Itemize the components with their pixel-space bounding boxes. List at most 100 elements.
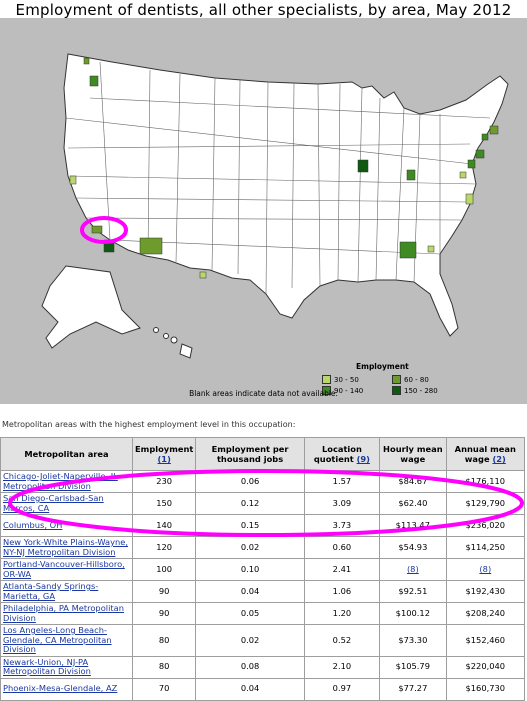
cell-annual-wage: $236,020: [445, 514, 526, 537]
footnote-link-9[interactable]: (9): [356, 454, 370, 464]
legend-title: Employment: [356, 362, 409, 371]
metro-new-york: [475, 149, 485, 159]
legend-item: 60 - 80: [392, 375, 429, 384]
legend-label: 90 - 140: [334, 386, 364, 395]
table-row: Atlanta-Sandy Springs-Marietta, GA 90 0.04…: [0, 580, 526, 603]
cell-employment: 90: [131, 602, 197, 625]
table-row: Philadelphia, PA Metropolitan Division 90…: [0, 602, 526, 625]
cell-annual-wage[interactable]: (8): [445, 558, 526, 581]
cell-hourly-wage: $105.79: [379, 655, 447, 679]
cell-annual-wage: $160,730: [445, 677, 526, 701]
legend-item: 90 - 140: [322, 386, 363, 395]
map-panel: Employment 30 - 50 60 - 80 90 - 140 150 …: [0, 18, 527, 404]
cell-hourly-wage: $77.27: [379, 677, 447, 701]
metro-seattle: [83, 57, 90, 65]
table-row: Chicago-Joliet-Naperville, IL Metropolit…: [0, 470, 526, 493]
cell-location-quotient: 3.09: [303, 492, 381, 515]
cell-per-thousand: 0.04: [195, 677, 305, 701]
cell-metropolitan-area[interactable]: Philadelphia, PA Metropolitan Division: [0, 602, 133, 625]
cell-hourly-wage: $73.30: [379, 624, 447, 657]
table-row: Newark-Union, NJ-PA Metropolitan Divisio…: [0, 655, 526, 679]
cell-employment: 100: [131, 558, 197, 581]
cell-metropolitan-area[interactable]: Phoenix-Mesa-Glendale, AZ: [0, 677, 133, 701]
cell-annual-wage: $114,250: [445, 536, 526, 559]
us-map: [41, 53, 509, 359]
metro-el-paso: [199, 271, 207, 279]
legend-label: 60 - 80: [404, 375, 429, 384]
cell-per-thousand: 0.02: [195, 624, 305, 657]
header-annual-wage: Annual mean wage (2): [445, 437, 526, 471]
cell-hourly-wage: $92.51: [379, 580, 447, 603]
metro-chicago: [357, 159, 369, 173]
metro-norfolk: [465, 193, 474, 205]
legend-swatch: [322, 375, 331, 384]
header-employment: Employment (1): [131, 437, 197, 471]
header-metropolitan-area: Metropolitan area: [0, 437, 133, 471]
cell-location-quotient: 0.97: [303, 677, 381, 701]
footnote-link-2[interactable]: (2): [492, 454, 506, 464]
cell-per-thousand: 0.15: [195, 514, 305, 537]
header-employment-label: Employment: [135, 444, 194, 454]
header-location-label: Location quotient: [313, 444, 362, 464]
legend-swatch: [392, 375, 401, 384]
legend-swatch: [392, 386, 401, 395]
cell-location-quotient: 1.57: [303, 470, 381, 493]
cell-metropolitan-area[interactable]: Newark-Union, NJ-PA Metropolitan Divisio…: [0, 655, 133, 679]
legend-swatch: [322, 386, 331, 395]
cell-metropolitan-area[interactable]: Los Angeles-Long Beach-Glendale, CA Metr…: [0, 624, 133, 657]
header-per-thousand: Employment per thousand jobs: [195, 437, 305, 471]
map-legend: Employment 30 - 50 60 - 80 90 - 140 150 …: [322, 362, 462, 402]
hawaii-shape: [153, 327, 193, 359]
header-annual-label: Annual mean wage: [454, 444, 516, 464]
footnote-link-1[interactable]: (1): [157, 454, 171, 464]
cell-per-thousand: 0.10: [195, 558, 305, 581]
cell-annual-wage: $176,110: [445, 470, 526, 493]
cell-location-quotient: 3.73: [303, 514, 381, 537]
metro-baltimore: [459, 171, 467, 179]
cell-metropolitan-area[interactable]: Portland-Vancouver-Hillsboro, OR-WA: [0, 558, 133, 581]
cell-per-thousand: 0.06: [195, 470, 305, 493]
cell-annual-wage: $208,240: [445, 602, 526, 625]
cell-hourly-wage: $100.12: [379, 602, 447, 625]
metro-atlanta: [399, 241, 417, 259]
cell-metropolitan-area[interactable]: Chicago-Joliet-Naperville, IL Metropolit…: [0, 470, 133, 493]
legend-item: 30 - 50: [322, 375, 359, 384]
cell-metropolitan-area[interactable]: Atlanta-Sandy Springs-Marietta, GA: [0, 580, 133, 603]
cell-hourly-wage: $62.40: [379, 492, 447, 515]
metro-boston: [489, 125, 499, 135]
cell-metropolitan-area[interactable]: San Diego-Carlsbad-San Marcos, CA: [0, 492, 133, 515]
cell-employment: 80: [131, 624, 197, 657]
cell-metropolitan-area[interactable]: New York-White Plains-Wayne, NY-NJ Metro…: [0, 536, 133, 559]
metro-philadelphia: [467, 159, 476, 169]
cell-location-quotient: 1.06: [303, 580, 381, 603]
blank-areas-note: Blank areas indicate data not available.: [189, 389, 338, 398]
table-row: Portland-Vancouver-Hillsboro, OR-WA 100 0.…: [0, 558, 526, 581]
cell-annual-wage: $192,430: [445, 580, 526, 603]
page-title: Employment of dentists, all other specia…: [15, 1, 512, 19]
metro-san-diego: [103, 239, 115, 253]
metro-columbus: [406, 169, 416, 181]
cell-hourly-wage: $54.93: [379, 536, 447, 559]
alaska-shape: [41, 265, 141, 349]
metro-portland: [89, 75, 99, 87]
cell-metropolitan-area[interactable]: Columbus, OH: [0, 514, 133, 537]
cell-annual-wage: $129,790: [445, 492, 526, 515]
metro-sacramento: [69, 175, 77, 185]
legend-label: 150 - 280: [404, 386, 438, 395]
cell-location-quotient: 2.10: [303, 655, 381, 679]
cell-employment: 140: [131, 514, 197, 537]
cell-location-quotient: 1.20: [303, 602, 381, 625]
cell-hourly-wage[interactable]: (8): [379, 558, 447, 581]
table-row: New York-White Plains-Wayne, NY-NJ Metro…: [0, 536, 526, 559]
cell-employment: 120: [131, 536, 197, 559]
cell-employment: 90: [131, 580, 197, 603]
metro-table-container: Metropolitan area Employment (1) Employm…: [0, 437, 527, 701]
metro-phoenix: [139, 237, 163, 255]
cell-location-quotient: 0.60: [303, 536, 381, 559]
table-row: San Diego-Carlsbad-San Marcos, CA 150 0.12…: [0, 492, 526, 515]
legend-label: 30 - 50: [334, 375, 359, 384]
cell-per-thousand: 0.02: [195, 536, 305, 559]
cell-per-thousand: 0.05: [195, 602, 305, 625]
metro-los-angeles: [91, 225, 103, 234]
cell-employment: 80: [131, 655, 197, 679]
